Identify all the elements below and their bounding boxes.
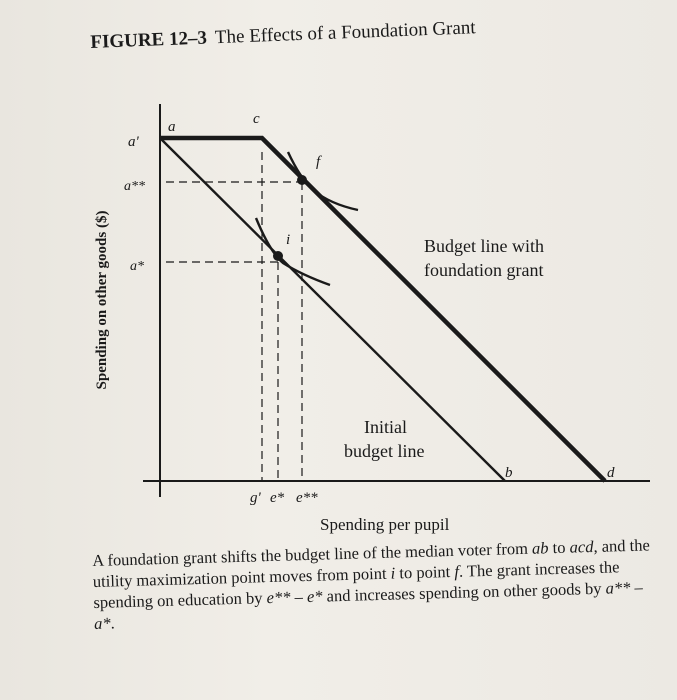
label-g-prime: g' [250, 490, 262, 506]
indifference-curve-f [286, 151, 359, 212]
label-a-star-star: a** [124, 179, 145, 194]
initial-line-label-1: Initial [364, 417, 407, 437]
initial-line-label-2: budget line [344, 441, 424, 461]
grant-line-label-2: foundation grant [424, 260, 543, 280]
grant-line-label-1: Budget line with [424, 236, 544, 256]
x-axis-label: Spending per pupil [320, 515, 450, 534]
caption-text: to [548, 537, 570, 558]
label-f: f [316, 154, 322, 170]
grant-budget-line [160, 135, 607, 483]
label-a-prime: a' [128, 134, 140, 150]
point-f-marker [297, 175, 307, 185]
indifference-curve-i [254, 217, 331, 287]
caption-text: . [110, 613, 115, 633]
figure-caption: A foundation grant shifts the budget lin… [92, 534, 654, 634]
label-e-star-star: e** [296, 490, 318, 506]
label-i: i [286, 232, 290, 248]
foundation-grant-diagram: a' a c f i b d a** a* g' e* e** Budget l… [94, 104, 650, 534]
caption-ab: ab [531, 538, 549, 558]
caption-text: to point [394, 561, 455, 583]
point-i-marker [273, 251, 283, 261]
y-axis-label: Spending on other goods ($) [94, 211, 110, 390]
label-e-star: e* [270, 490, 285, 506]
initial-budget-line [159, 137, 506, 482]
label-d: d [607, 465, 615, 481]
label-b: b [505, 465, 513, 481]
label-a-star: a* [130, 259, 144, 274]
label-a: a [168, 119, 176, 135]
caption-acd: acd [569, 537, 594, 557]
caption-e-diff: e** – e* [266, 586, 323, 608]
label-c: c [253, 111, 260, 127]
